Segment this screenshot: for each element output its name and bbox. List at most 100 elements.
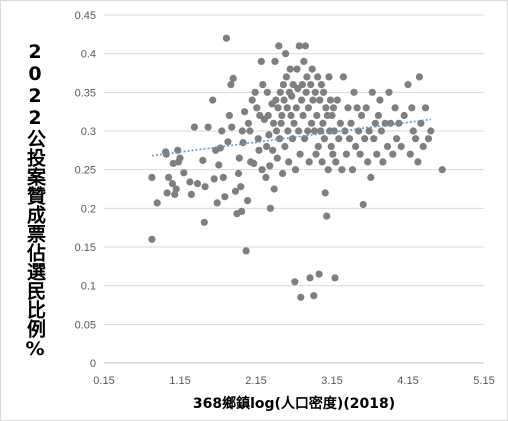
data-point [364, 158, 372, 166]
y-tick-label: 0.3 [81, 126, 96, 138]
data-point [241, 108, 249, 116]
data-point [361, 135, 369, 143]
data-point [409, 127, 417, 135]
data-point [331, 274, 339, 282]
data-point [275, 42, 283, 50]
data-point [228, 123, 236, 131]
data-point [235, 154, 243, 162]
data-point [276, 88, 284, 96]
data-point [172, 185, 180, 193]
data-point [317, 81, 325, 89]
x-tick-label: 2.15 [245, 375, 266, 387]
data-point [353, 104, 361, 112]
data-point [367, 173, 375, 181]
data-point [320, 88, 328, 96]
data-point [376, 96, 384, 104]
data-point [163, 189, 171, 197]
data-point [339, 73, 347, 81]
data-point [279, 169, 287, 178]
data-point [421, 104, 430, 112]
data-point [258, 166, 266, 174]
data-point [193, 180, 202, 188]
data-point [332, 158, 340, 166]
data-point [269, 119, 278, 127]
data-point [310, 292, 318, 300]
data-point [307, 119, 316, 127]
data-point [406, 150, 414, 158]
data-point [224, 138, 232, 146]
data-point [321, 189, 329, 197]
data-point [200, 218, 208, 226]
data-point [347, 119, 355, 127]
data-point [322, 104, 330, 112]
data-point [379, 158, 387, 166]
data-point [415, 73, 423, 81]
data-point [318, 158, 326, 166]
data-point [377, 127, 385, 135]
data-point [272, 96, 280, 104]
data-point [301, 135, 309, 143]
data-point [427, 127, 435, 135]
data-point [204, 123, 212, 131]
data-point [348, 166, 357, 174]
data-point [300, 57, 308, 65]
data-point [341, 127, 349, 135]
tick-labels: 0 0.05 0.1 0.15 0.2 0.25 0.3 0.35 0.4 0.45 0.15 1.1… [75, 10, 495, 387]
data-point [295, 42, 303, 50]
data-points [148, 34, 446, 301]
x-tick-label: 0.15 [93, 375, 114, 387]
data-point [350, 88, 358, 96]
y-tick-label: 0.25 [75, 165, 96, 177]
x-tick-label: 4.15 [397, 375, 418, 387]
data-point [356, 150, 364, 158]
data-point [397, 142, 405, 151]
data-point [301, 42, 309, 50]
data-point [320, 135, 328, 143]
data-point [290, 119, 298, 127]
data-point [391, 104, 399, 112]
data-point [199, 156, 207, 164]
data-point [374, 111, 382, 120]
data-point [307, 81, 315, 89]
gridlines [104, 14, 484, 364]
data-point [291, 166, 300, 174]
data-point [362, 104, 370, 112]
data-point [273, 154, 281, 162]
data-point [329, 150, 337, 158]
data-point [326, 96, 335, 104]
data-point [190, 123, 198, 131]
data-point [327, 142, 335, 151]
data-point [315, 270, 323, 278]
data-point [304, 104, 312, 112]
x-tick-label: 3.15 [321, 375, 342, 387]
data-point [306, 274, 314, 282]
y-tick-label: 0.15 [75, 242, 96, 254]
data-point [176, 154, 184, 162]
data-point [281, 142, 289, 151]
data-point [287, 111, 295, 120]
data-point [314, 142, 322, 151]
data-point [201, 183, 209, 191]
data-point [336, 119, 344, 127]
data-point [333, 96, 341, 104]
data-point [222, 34, 230, 42]
data-point [153, 199, 161, 207]
data-point [299, 111, 307, 120]
data-point [324, 166, 332, 174]
data-point [264, 111, 272, 120]
data-point [280, 96, 288, 104]
data-point [162, 150, 170, 158]
data-point [282, 73, 290, 81]
data-point [368, 88, 376, 96]
x-tick-label: 5.15 [473, 375, 494, 387]
data-point [242, 247, 250, 255]
data-point [358, 111, 366, 120]
data-point [304, 127, 312, 135]
data-point [271, 57, 279, 65]
data-point [262, 173, 270, 181]
data-point [371, 119, 379, 127]
x-tick-label: 1.15 [169, 375, 190, 387]
data-point [238, 207, 246, 215]
data-point [148, 173, 156, 181]
